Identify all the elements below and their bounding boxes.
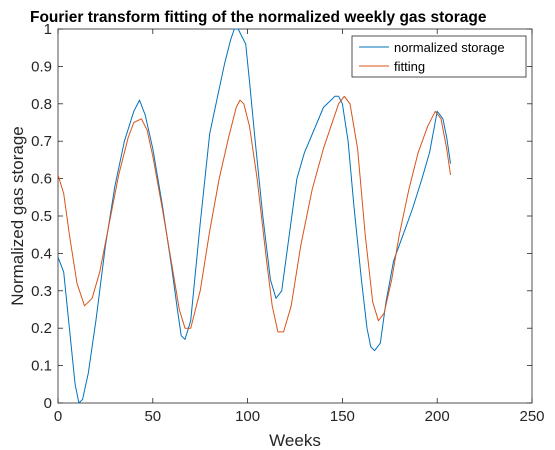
legend-label-fitting: fitting [394, 59, 425, 74]
chart-title: Fourier transform fitting of the normali… [30, 9, 487, 26]
legend-box [351, 35, 527, 78]
x-tick-label: 250 [519, 408, 544, 425]
x-tick-label: 200 [425, 408, 450, 425]
y-tick-label: 1 [44, 21, 52, 38]
y-tick-label: 0 [44, 395, 52, 412]
y-tick-label: 0.7 [31, 133, 52, 150]
legend: normalized storage fitting [351, 35, 527, 78]
x-tick-label: 100 [235, 408, 260, 425]
series-line-normalized-storage [57, 28, 451, 404]
y-axis-label: Normalized gas storage [8, 126, 27, 306]
y-tick-label: 0.3 [31, 283, 52, 300]
y-tick-label: 0.6 [31, 171, 52, 188]
y-tick-label: 0.9 [31, 58, 52, 75]
series-line-fitting [57, 95, 451, 333]
y-tick-label: 0.5 [31, 208, 52, 225]
y-tick-label: 0.8 [31, 96, 52, 113]
x-tick-label: 0 [54, 408, 62, 425]
legend-label-normalized-storage: normalized storage [394, 40, 505, 55]
series-lines [57, 28, 451, 404]
y-tick-label: 0.4 [31, 245, 52, 262]
x-tick-label: 50 [144, 408, 161, 425]
y-tick-label: 0.2 [31, 320, 52, 337]
x-axis-label: Weeks [269, 431, 321, 450]
y-tick-label: 0.1 [31, 358, 52, 375]
plot-area [57, 28, 533, 404]
x-tick-label: 150 [330, 408, 355, 425]
axis-ticks: 0 50 100 150 200 250 0 0.1 0.2 0.3 0.4 0.5 0.6 0.7 0.8… [31, 21, 544, 425]
